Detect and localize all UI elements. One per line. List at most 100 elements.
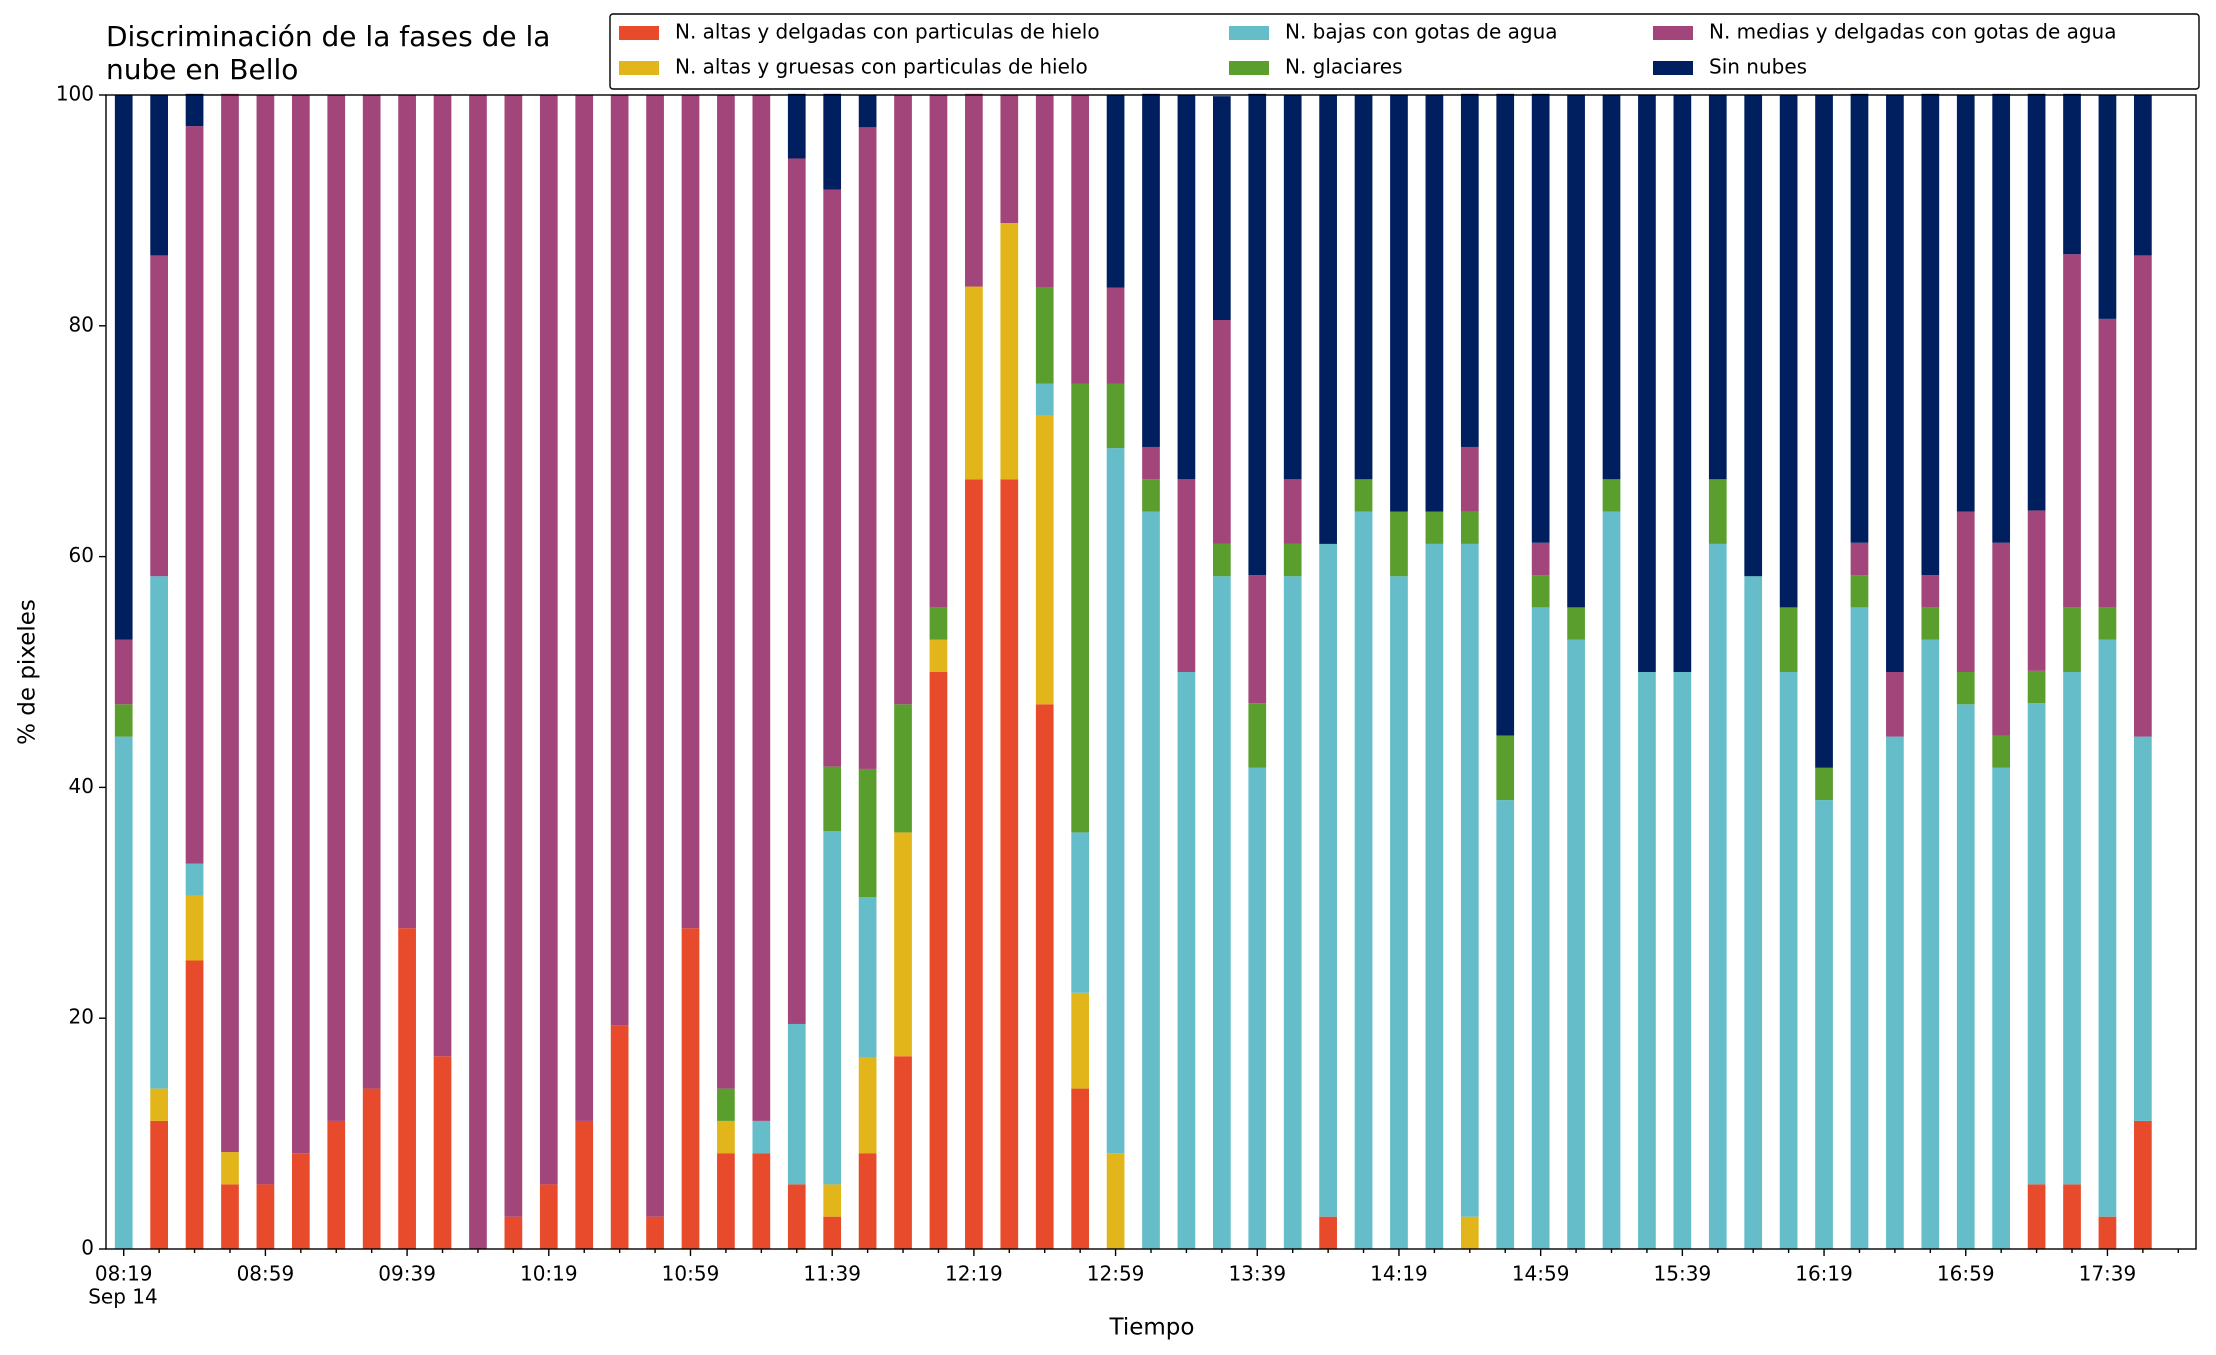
bar-segment — [1283, 95, 1302, 480]
bar-segment — [221, 1152, 239, 1185]
bar-segment — [327, 1120, 346, 1249]
bar-segment — [1390, 95, 1408, 512]
bar-segment — [858, 1057, 877, 1154]
bar-segment — [362, 95, 381, 1089]
bar-segment — [1992, 735, 2011, 768]
bar-segment — [1248, 703, 1267, 768]
bar-segment — [1390, 576, 1408, 1249]
bar-segment — [1602, 95, 1621, 480]
bar-segment — [1071, 832, 1090, 993]
bar-segment — [1815, 95, 1833, 768]
bar-segment — [256, 1184, 275, 1249]
legend-label: N. bajas con gotas de agua — [1285, 20, 1558, 44]
bar-segment — [1212, 320, 1231, 544]
bar-segment — [114, 704, 133, 737]
y-tick-label: 80 — [69, 312, 94, 336]
bar-segment — [2027, 93, 2046, 511]
bar-segment — [965, 286, 983, 480]
bar-segment — [681, 95, 700, 929]
bar-segment — [1602, 511, 1621, 1249]
bar-segment — [965, 479, 983, 1250]
x-tick-label: 12:59 — [1087, 1262, 1145, 1286]
bar-segment — [114, 639, 133, 705]
legend-swatch — [619, 26, 659, 40]
bar-segment — [1142, 93, 1160, 447]
bar-segment — [1673, 672, 1692, 1249]
bar-segment — [433, 95, 452, 1057]
y-tick-label: 40 — [69, 774, 94, 798]
bar-segment — [185, 126, 204, 864]
bar-segment — [1886, 95, 1904, 672]
bar-segment — [1283, 479, 1302, 544]
bar-segment — [1177, 479, 1196, 672]
bar-segment — [1992, 93, 2011, 543]
bar-segment — [150, 255, 168, 577]
bar-segment — [1283, 543, 1302, 577]
bar-segment — [150, 95, 168, 256]
bar-segment — [787, 158, 806, 1024]
bar-segment — [894, 95, 912, 705]
legend-label: N. altas y gruesas con particulas de hie… — [675, 55, 1088, 79]
bar-segment — [1142, 479, 1160, 512]
bar-segment — [787, 1184, 806, 1249]
bar-segment — [1212, 96, 1231, 321]
bar-segment — [1531, 607, 1550, 1249]
bar-segment — [1354, 511, 1373, 1249]
bar-segment — [2063, 93, 2081, 255]
bar-segment — [575, 1120, 594, 1249]
bar-segment — [1708, 543, 1727, 1249]
bar-segment — [362, 1088, 381, 1249]
bar-segment — [717, 1120, 735, 1154]
bar-segment — [1921, 575, 1940, 608]
bar-segment — [1000, 223, 1019, 480]
bar-segment — [1425, 95, 1444, 512]
bar-segment — [1071, 992, 1090, 1089]
x-tick-label: 16:19 — [1795, 1262, 1853, 1286]
axes-frame — [105, 94, 2197, 1250]
bar-segment — [1956, 704, 1975, 1249]
bar-segment — [1460, 511, 1479, 544]
bar-segment — [1106, 95, 1125, 288]
bar-segment — [575, 95, 594, 1121]
legend-swatch — [1229, 61, 1269, 75]
bar-segment — [1992, 542, 2011, 736]
bar-segment — [1354, 479, 1373, 512]
bar-segment — [1850, 93, 1869, 543]
bar-segment — [2098, 607, 2117, 640]
bar-segment — [1390, 511, 1408, 577]
bar-segment — [1212, 576, 1231, 1249]
bar-segment — [2098, 1216, 2117, 1249]
bar-segment — [327, 95, 346, 1121]
bar-segment — [1744, 576, 1763, 1249]
bar-segment — [646, 95, 664, 1217]
bar-segment — [1779, 95, 1798, 608]
y-tick-label: 60 — [69, 543, 94, 567]
bar-segment — [1744, 95, 1763, 577]
bar-segment — [469, 95, 487, 1249]
bar-segment — [1921, 607, 1940, 640]
bar-segment — [1779, 607, 1798, 672]
x-tick-label: 11:39 — [803, 1262, 861, 1286]
bar-segment — [1071, 383, 1090, 833]
x-tick-label: 16:59 — [1937, 1262, 1995, 1286]
bar-segment — [1035, 383, 1054, 416]
legend-box — [609, 13, 2200, 90]
bar-segment — [2063, 672, 2081, 1185]
bar-segment — [894, 1056, 912, 1249]
bar-segment — [185, 863, 204, 896]
bar-segment — [1567, 95, 1585, 608]
bar-segment — [929, 672, 948, 1249]
bar-segment — [1850, 607, 1869, 1249]
bar-segment — [1248, 93, 1267, 576]
bar-segment — [1815, 767, 1833, 801]
bar-segment — [823, 766, 842, 832]
bar-segment — [929, 607, 948, 640]
bar-segment — [1000, 95, 1019, 224]
bar-segment — [929, 639, 948, 672]
bar-segment — [1779, 672, 1798, 1249]
bar-segment — [2027, 703, 2046, 1185]
x-tick-label: 09:39 — [378, 1262, 436, 1286]
bar-segment — [1956, 95, 1975, 512]
bar-segment — [114, 95, 133, 640]
x-tick-label: 17:39 — [2079, 1262, 2137, 1286]
